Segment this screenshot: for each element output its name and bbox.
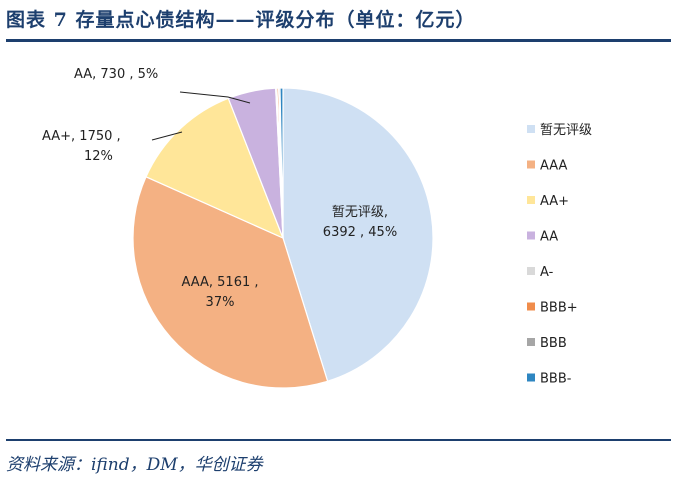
legend-swatch-BBB-: [527, 373, 535, 382]
data-label-暂无评级: 暂无评级,: [332, 205, 388, 220]
title-divider: [6, 39, 671, 42]
legend-swatch-暂无评级: [527, 125, 535, 133]
legend-swatch-AA: [527, 231, 535, 240]
legend-swatch-AA+: [527, 196, 535, 204]
pie-slice-暂无评级: [282, 87, 434, 382]
legend-label-A-: A-: [540, 265, 554, 280]
data-label-AA+: 12%: [84, 149, 113, 164]
legend-swatch-A-: [527, 267, 535, 275]
legend-swatch-BBB: [527, 338, 535, 346]
pie-slice-AA+: [145, 97, 285, 240]
pie-slice-BBB-: [279, 87, 284, 239]
source-note: 资料来源：ifind，DM，华创证券: [6, 455, 263, 475]
data-label-AAA: AAA, 5161 ,: [181, 275, 258, 290]
legend-label-AA+: AA+: [540, 194, 569, 209]
data-label-暂无评级: 6392 , 45%: [323, 225, 397, 240]
legend-swatch-BBB+: [527, 302, 535, 311]
pie-slice-AAA: [132, 176, 329, 389]
legend-swatch-AAA: [527, 160, 535, 169]
leader-line-AA+: [151, 131, 183, 141]
data-label-AA+: AA+, 1750 ,: [42, 129, 121, 144]
legend-label-AA: AA: [540, 230, 558, 245]
data-label-AA: AA, 730 , 5%: [74, 67, 158, 82]
legend-label-BBB-: BBB-: [540, 372, 572, 387]
data-label-AAA: 37%: [206, 295, 235, 310]
figure-title: 图表 7 存量点心债结构——评级分布（单位：亿元）: [6, 9, 476, 31]
legend-label-BBB+: BBB+: [540, 301, 578, 316]
leader-line-AA: [179, 91, 251, 104]
footer-divider: [6, 439, 671, 441]
legend-label-暂无评级: 暂无评级: [540, 123, 592, 138]
legend-label-AAA: AAA: [540, 159, 568, 174]
legend-label-BBB: BBB: [540, 336, 567, 351]
